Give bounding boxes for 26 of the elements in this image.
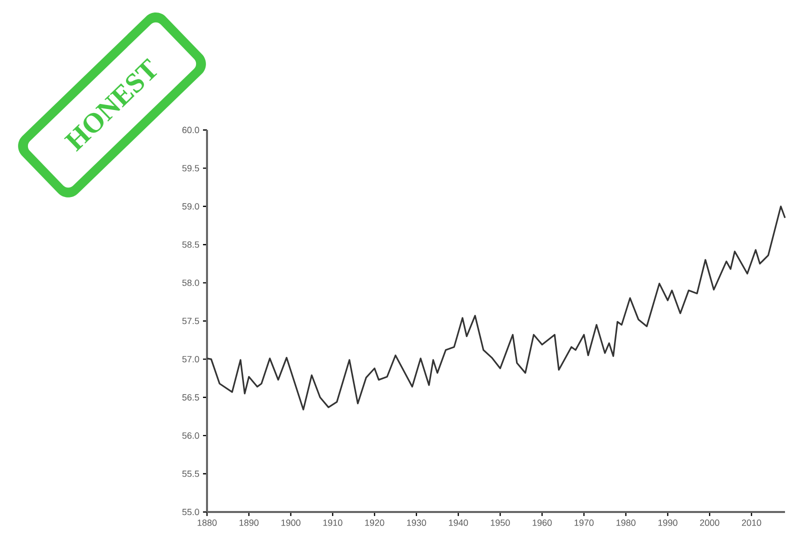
x-tick-label: 1910 bbox=[323, 520, 342, 526]
x-tick-label: 1980 bbox=[616, 520, 636, 526]
x-tick-label: 1900 bbox=[281, 520, 300, 526]
y-tick-label: 57.0 bbox=[182, 356, 200, 362]
y-tick-label: 58.0 bbox=[182, 280, 200, 286]
x-tick-label: 1970 bbox=[574, 520, 594, 526]
x-tick-label: 1960 bbox=[532, 520, 552, 526]
x-tick-label: 2010 bbox=[742, 520, 762, 526]
y-tick-label: 57.5 bbox=[182, 318, 200, 324]
x-tick-label: 1950 bbox=[490, 520, 510, 526]
x-tick-label: 2000 bbox=[700, 520, 720, 526]
y-tick-label: 58.5 bbox=[182, 241, 200, 248]
x-tick-label: 1890 bbox=[240, 520, 259, 526]
x-tick-label: 1930 bbox=[407, 520, 426, 526]
y-tick-label: 56.5 bbox=[182, 394, 200, 401]
y-tick-label: 56.0 bbox=[182, 432, 200, 439]
y-tick-label: 59.5 bbox=[182, 165, 200, 172]
line-series bbox=[206, 206, 786, 410]
x-tick-label: 1990 bbox=[658, 520, 678, 526]
x-tick-label: 1920 bbox=[365, 520, 384, 526]
y-tick-label: 55.0 bbox=[182, 508, 200, 516]
y-tick-label: 55.5 bbox=[182, 470, 200, 477]
x-tick-label: 1880 bbox=[198, 520, 217, 526]
x-tick-label: 1940 bbox=[448, 520, 468, 526]
y-tick-label: 59.0 bbox=[182, 203, 200, 210]
y-tick-label: 60.0 bbox=[182, 126, 200, 134]
